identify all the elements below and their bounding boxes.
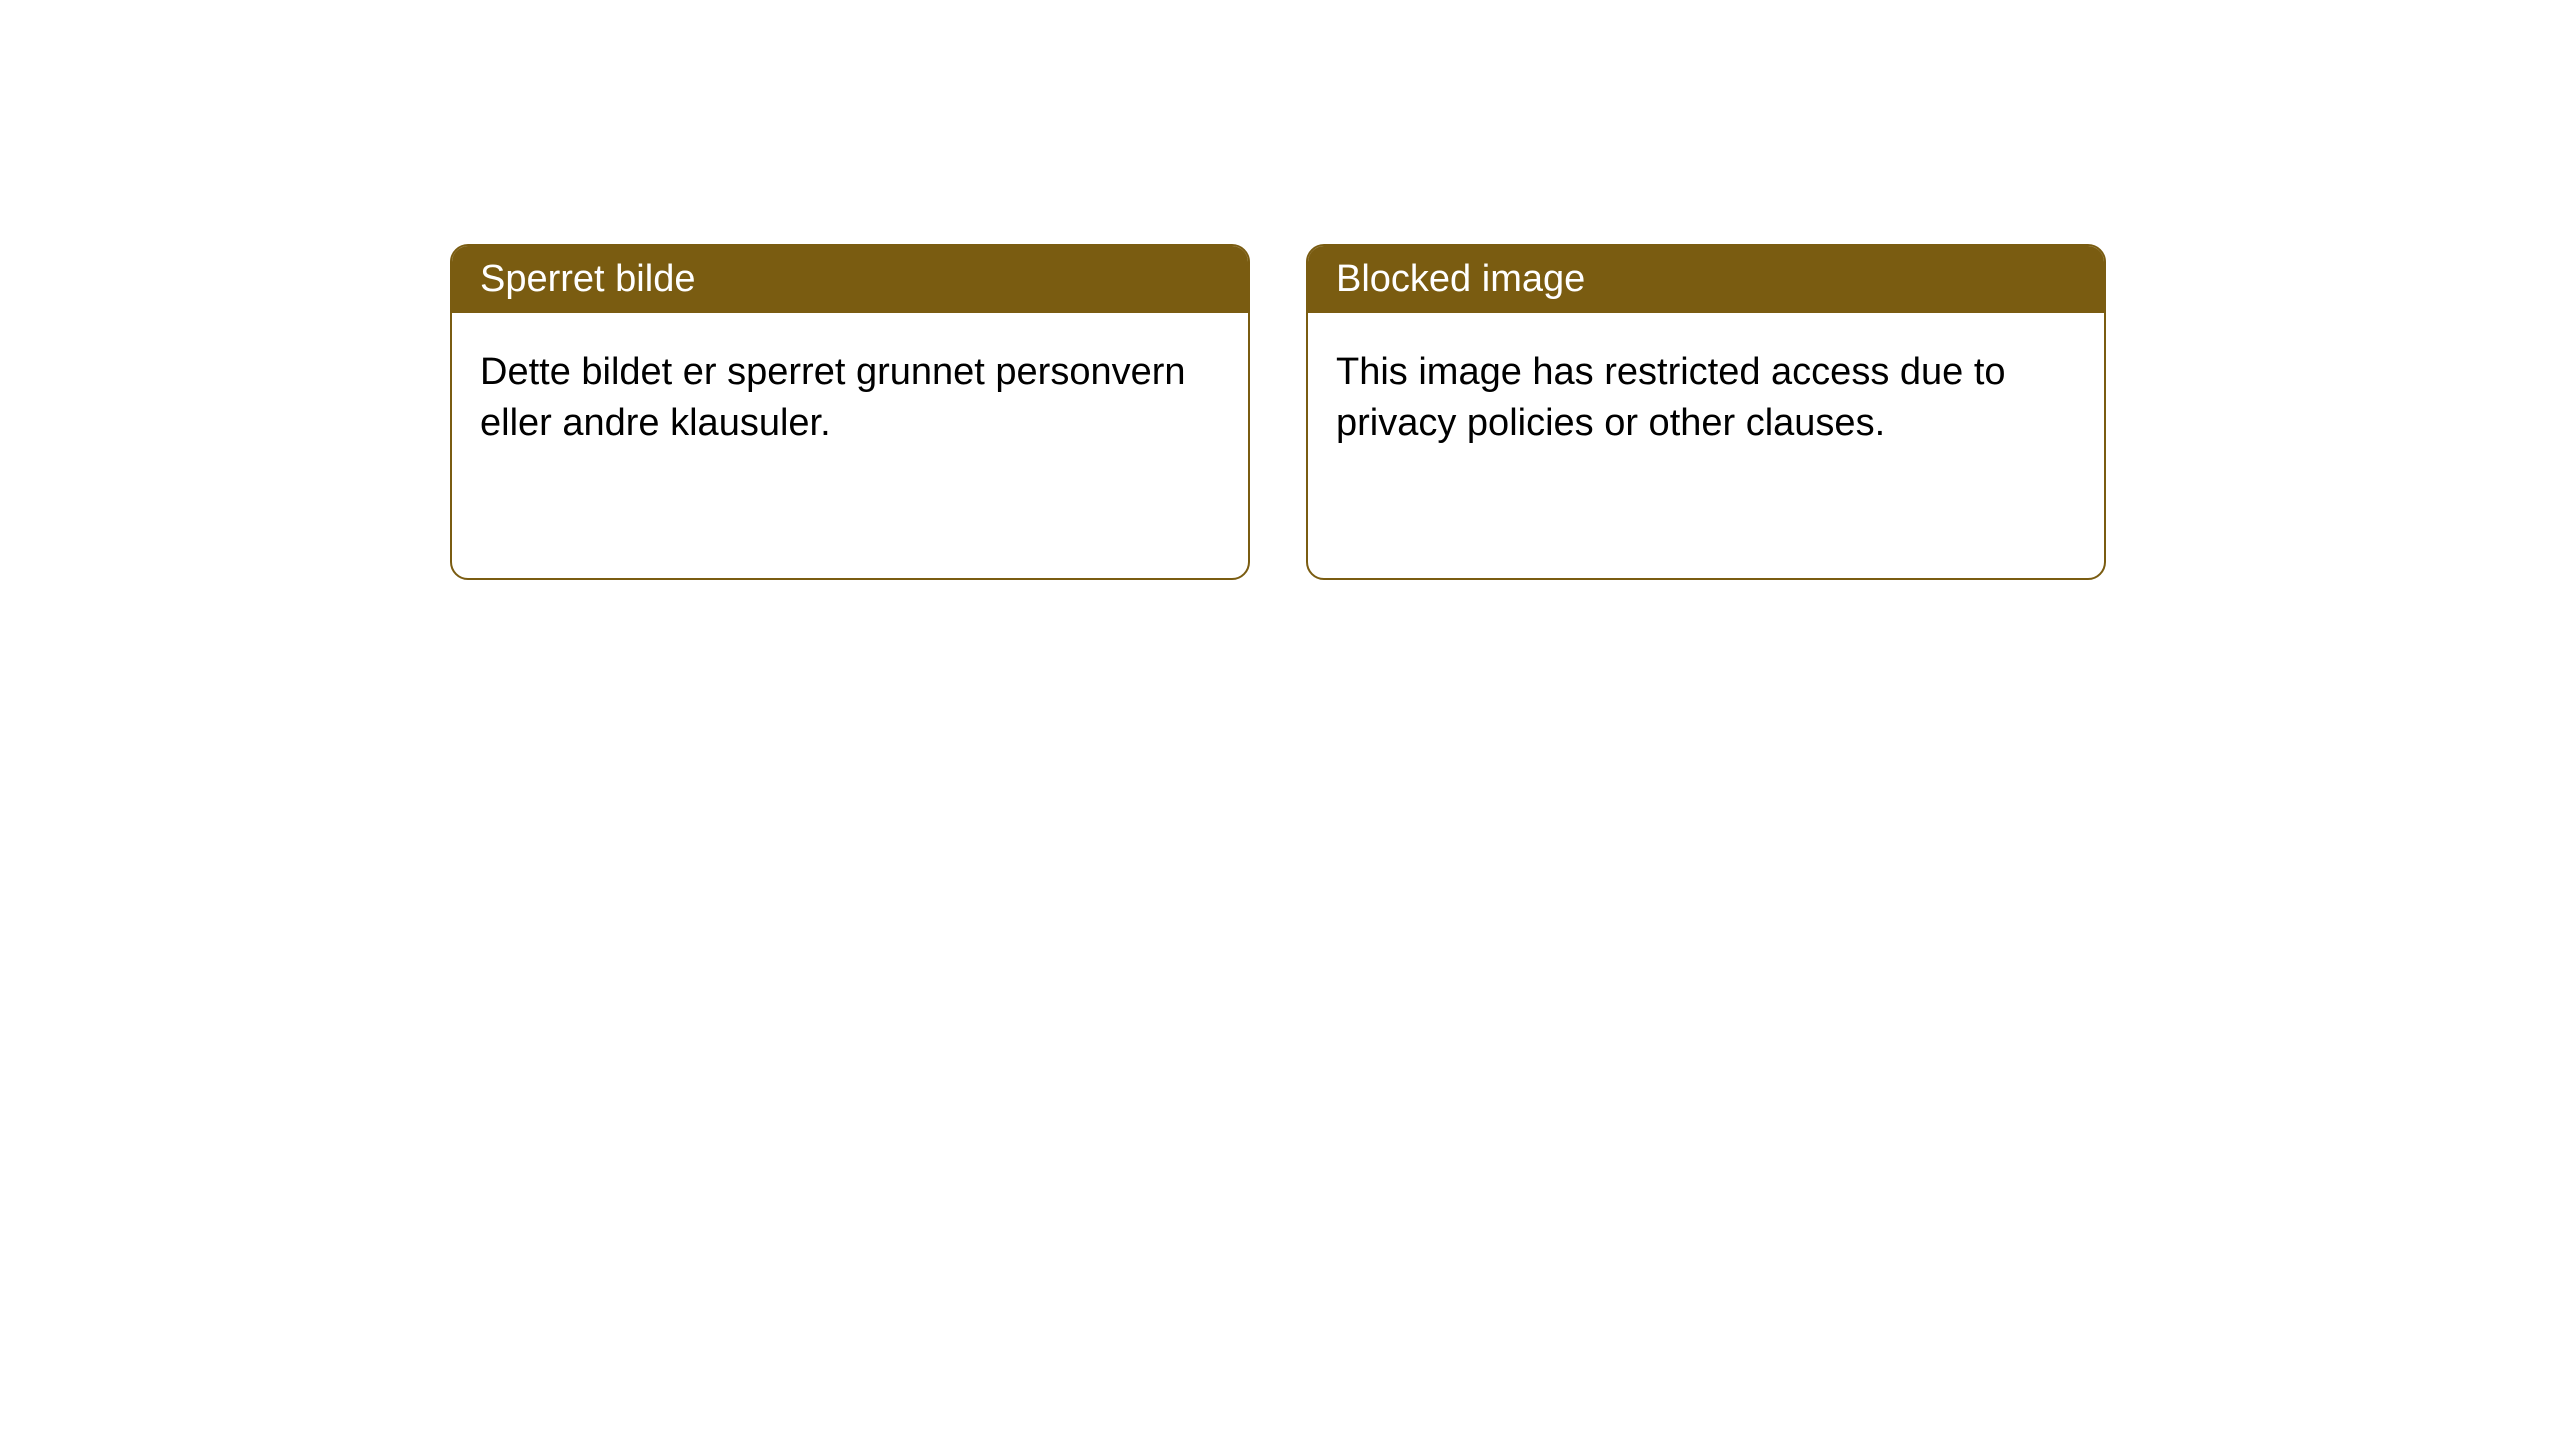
notice-body: Dette bildet er sperret grunnet personve…: [452, 313, 1248, 484]
notice-card-norwegian: Sperret bilde Dette bildet er sperret gr…: [450, 244, 1250, 580]
notice-container: Sperret bilde Dette bildet er sperret gr…: [0, 0, 2560, 580]
notice-title: Sperret bilde: [480, 258, 695, 300]
notice-body-text: This image has restricted access due to …: [1336, 351, 2006, 444]
notice-header: Sperret bilde: [452, 246, 1248, 313]
notice-body: This image has restricted access due to …: [1308, 313, 2104, 484]
notice-title: Blocked image: [1336, 258, 1585, 300]
notice-card-english: Blocked image This image has restricted …: [1306, 244, 2106, 580]
notice-header: Blocked image: [1308, 246, 2104, 313]
notice-body-text: Dette bildet er sperret grunnet personve…: [480, 351, 1186, 444]
